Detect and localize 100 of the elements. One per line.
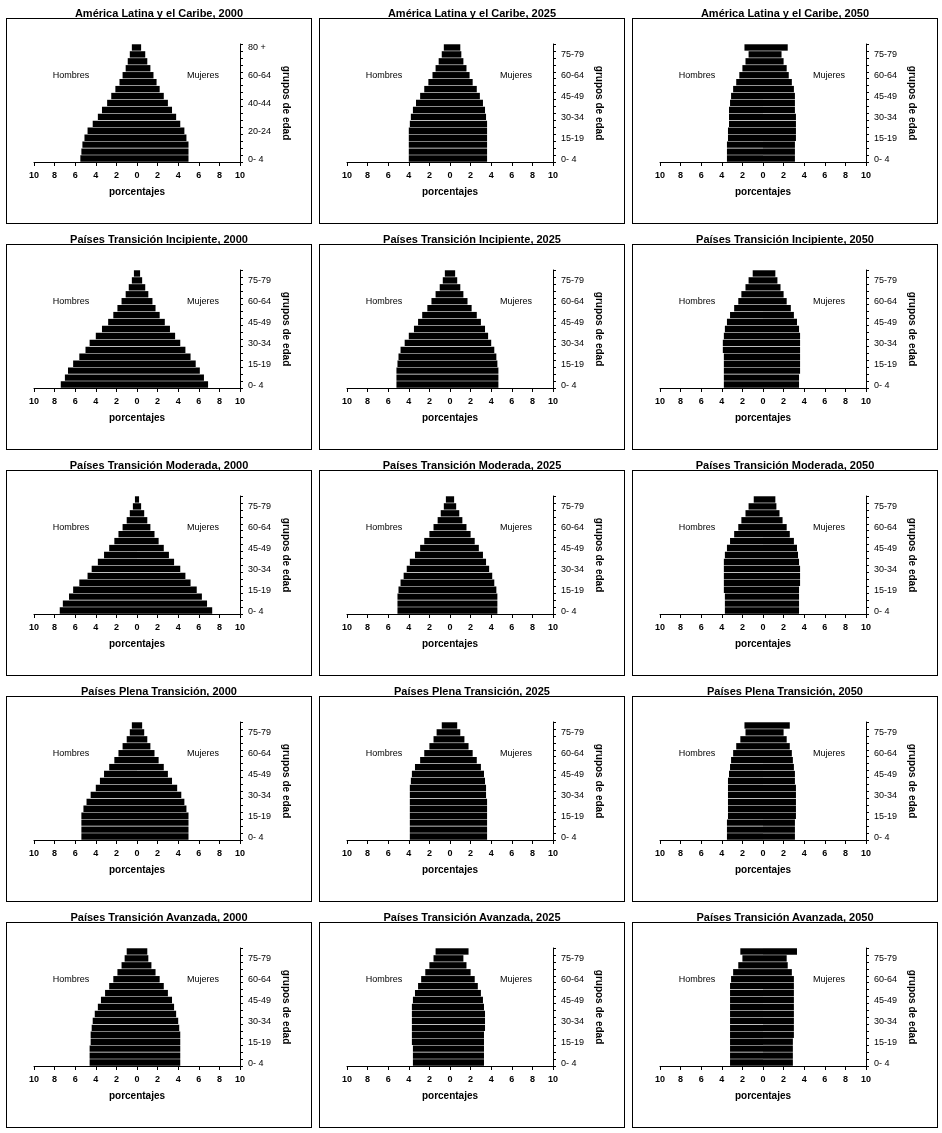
y-tick-label: 30-34 [248,337,272,348]
x-axis-title: porcentajes [108,185,166,197]
x-tick-label: 6 [698,847,704,858]
y-axis-title: grupos de edad [281,743,293,819]
x-tick-label: 10 [341,395,353,406]
y-axis-title: grupos de edad [907,517,919,593]
y-tick-label: 60-64 [248,296,272,307]
y-tick-label: 80 + [248,42,266,53]
x-tick-label: 6 [72,169,78,180]
x-tick-label: 4 [406,395,412,406]
x-tick-label: 4 [801,1073,807,1084]
x-tick-label: 6 [196,1073,202,1084]
x-tick-label: 8 [52,169,58,180]
x-tick-label: 6 [385,1073,391,1084]
x-tick-label: 2 [739,847,745,858]
x-tick-label: 10 [547,621,559,632]
x-tick-label: 2 [113,847,119,858]
y-tick-label: 30-34 [561,563,585,574]
x-axis-title: porcentajes [734,185,792,197]
x-tick-label: 8 [842,847,848,858]
text: Hombres [52,522,90,533]
y-tick-label: 0- 4 [248,1057,264,1068]
x-tick-label: 4 [801,847,807,858]
series-label: Hombres [678,522,716,533]
x-tick-label: 10 [234,621,246,632]
x-tick-label: 4 [719,169,725,180]
x-tick-label: 8 [678,1073,684,1084]
y-axis-title: grupos de edad [594,517,606,593]
y-tick-label: 15-19 [561,810,585,821]
y-tick-label: 75-79 [874,275,898,286]
y-tick-label: 30-34 [561,337,585,348]
x-axis-title: porcentajes [734,1089,792,1101]
y-axis-title: grupos de edad [594,743,606,819]
x-tick-label: 8 [678,847,684,858]
x-tick-label: 8 [529,1073,535,1084]
y-axis-title: grupos de edad [594,969,606,1045]
x-tick-label: 6 [196,169,202,180]
y-tick-label: 15-19 [874,810,898,821]
y-axis-title: grupos de edad [907,65,919,141]
x-tick-label: 4 [175,1073,181,1084]
y-tick-label: 45-49 [248,769,272,780]
text: Mujeres [499,70,533,81]
chart-title: Países Transición Moderada, 2000 [69,458,249,471]
y-tick-label: 75-79 [248,501,272,512]
y-tick-label: 45-49 [248,543,272,554]
y-tick-label: 60-64 [248,522,272,533]
x-tick-label: 10 [28,1073,40,1084]
x-tick-label: 8 [365,395,371,406]
series-label: Hombres [365,974,403,985]
y-tick-label: 45-49 [874,543,898,554]
y-tick-label: 75-79 [561,49,585,60]
x-tick-label: 2 [426,1073,432,1084]
y-tick-label: 60-64 [874,70,898,81]
x-tick-label: 8 [678,169,684,180]
y-tick-label: 45-49 [248,995,272,1006]
x-tick-label: 2 [781,847,787,858]
x-tick-label: 2 [426,395,432,406]
y-tick-label: 15-19 [874,132,898,143]
x-tick-label: 0 [447,169,453,180]
x-tick-label: 4 [406,621,412,632]
chart-title: Países Transición Avanzada, 2000 [70,910,248,923]
x-tick-label: 4 [93,621,99,632]
x-axis-title: porcentajes [421,185,479,197]
x-tick-label: 10 [28,169,40,180]
y-axis-title: grupos de edad [281,291,293,367]
x-tick-label: 2 [739,169,745,180]
y-tick-label: 15-19 [561,132,585,143]
x-tick-label: 6 [822,621,828,632]
chart-title: Países Transición Avanzada, 2050 [696,910,874,923]
x-tick-label: 4 [175,395,181,406]
text: Hombres [678,70,716,81]
y-axis-title: grupos de edad [907,743,919,819]
x-tick-label: 4 [488,169,494,180]
y-tick-label: 0- 4 [874,831,890,842]
chart-title: Países Transición Avanzada, 2025 [383,910,561,923]
x-tick-label: 10 [547,169,559,180]
text: Mujeres [812,296,846,307]
series-label: Hombres [52,974,90,985]
y-tick-label: 15-19 [561,1036,585,1047]
x-tick-label: 4 [406,847,412,858]
y-tick-label: 30-34 [561,1015,585,1026]
x-tick-label: 8 [52,1073,58,1084]
y-tick-label: 60-64 [248,748,272,759]
y-axis-title: grupos de edad [594,291,606,367]
text: Mujeres [186,296,220,307]
x-tick-label: 10 [860,621,872,632]
x-tick-label: 4 [93,395,99,406]
y-axis-title: grupos de edad [281,969,293,1045]
y-tick-label: 45-49 [561,995,585,1006]
x-tick-label: 2 [113,395,119,406]
text: Mujeres [499,296,533,307]
x-tick-label: 2 [781,621,787,632]
x-tick-label: 6 [698,1073,704,1084]
x-axis-title: porcentajes [734,863,792,875]
y-tick-label: 60-64 [248,70,272,81]
x-axis-title: porcentajes [108,637,166,649]
y-tick-label: 60-64 [561,974,585,985]
x-tick-label: 8 [52,621,58,632]
x-tick-label: 8 [529,395,535,406]
x-tick-label: 10 [860,395,872,406]
